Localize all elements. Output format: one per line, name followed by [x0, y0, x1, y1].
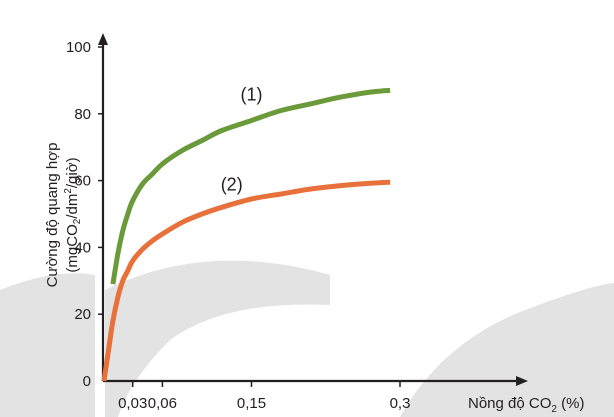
y-axis-arrow: [98, 33, 108, 45]
watermark-shape-right: [400, 283, 614, 417]
x-axis-title: Nồng độ CO2 (%): [468, 395, 584, 415]
y-tick-label: 20: [74, 306, 91, 323]
axes: [98, 33, 528, 386]
y-tick-label: 100: [66, 39, 91, 56]
x-axis-arrow: [516, 376, 528, 386]
y-axis-title-line1: Cường độ quang hợp: [44, 143, 61, 288]
watermark-background: [0, 260, 614, 417]
x-tick-label: 0,03: [118, 395, 147, 412]
watermark-shape-left: [0, 273, 95, 417]
y-axis-unit-pre: (mgCO: [64, 224, 81, 272]
x-axis-title-main: Nồng độ CO: [468, 395, 551, 412]
y-axis-title-line2: (mgCO2/dm2/giờ): [63, 157, 83, 272]
x-axis-title-unit: (%): [557, 395, 585, 412]
y-tick-label: 80: [74, 106, 91, 123]
x-axis-title-sub: 2: [551, 404, 557, 415]
series-label-1: (1): [241, 84, 263, 104]
y-axis-unit-sub: 2: [72, 218, 83, 224]
y-tick-label: 40: [74, 239, 91, 256]
y-tick-label: 60: [74, 173, 91, 190]
ticks: 0 20 40 60 80 100 0,03 0,06 0,15 0,3: [66, 39, 410, 412]
watermark-shape-center: [105, 260, 330, 417]
x-tick-label: 0,3: [390, 395, 411, 412]
series-line-2: [101, 179, 391, 382]
x-tick-label: 0,06: [148, 395, 177, 412]
y-axis-unit-post: /giờ): [64, 157, 81, 188]
series-line-1: [110, 87, 391, 285]
series-layer: (1) (2): [101, 84, 391, 382]
x-tick-label: 0,15: [237, 395, 266, 412]
series-label-2: (2): [221, 175, 243, 195]
y-axis-unit-mid: /dm: [64, 194, 81, 219]
y-tick-label: 0: [83, 373, 91, 390]
y-axis-unit-sup: 2: [63, 188, 74, 194]
